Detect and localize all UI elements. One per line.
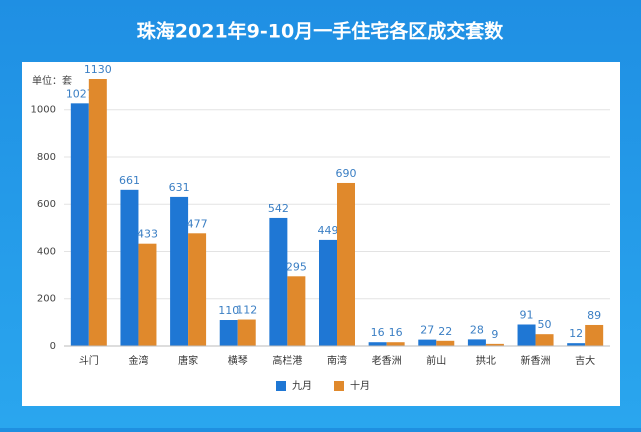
bar [120, 189, 139, 346]
data-label: 449 [318, 224, 339, 237]
data-label: 12 [569, 327, 583, 340]
x-tick-label: 老香洲 [372, 354, 402, 367]
bar [386, 342, 405, 346]
x-tick-label: 斗门 [79, 354, 99, 367]
data-label: 50 [538, 318, 552, 331]
data-label: 89 [587, 309, 601, 322]
legend-label: 九月 [292, 380, 312, 392]
x-tick-label: 高栏港 [272, 354, 302, 367]
bar [138, 243, 157, 346]
y-tick-label: 600 [37, 199, 56, 210]
data-label: 22 [438, 325, 452, 338]
bar [337, 182, 355, 346]
data-label: 16 [371, 326, 385, 339]
bar [287, 276, 306, 346]
bar [436, 340, 455, 346]
data-label: 110 [218, 304, 239, 317]
x-tick-label: 金湾 [128, 354, 148, 367]
x-tick-label: 横琴 [228, 354, 248, 367]
x-tick-label: 南湾 [327, 354, 347, 367]
x-tick-label: 拱北 [476, 354, 496, 367]
data-label: 661 [119, 174, 140, 187]
data-label: 27 [420, 324, 434, 337]
bar [188, 233, 207, 346]
y-tick-label: 400 [37, 246, 56, 257]
bar [585, 324, 604, 346]
bar [219, 320, 238, 346]
bar [70, 103, 89, 347]
y-tick-label: 0 [50, 341, 56, 352]
y-tick-label: 200 [37, 294, 56, 305]
data-label: 690 [336, 167, 357, 180]
data-label: 631 [169, 181, 190, 194]
bar [237, 319, 256, 346]
bar [467, 339, 486, 346]
bar [368, 342, 387, 346]
bar [567, 343, 586, 346]
x-tick-label: 新香洲 [521, 354, 551, 367]
data-label: 28 [470, 323, 484, 336]
bar [269, 217, 288, 346]
data-label: 542 [268, 202, 289, 215]
bar [418, 339, 437, 346]
data-label: 1130 [84, 63, 112, 76]
data-label: 477 [187, 217, 208, 230]
data-label: 295 [286, 260, 307, 273]
legend-label: 十月 [350, 379, 370, 392]
data-label: 1027 [66, 87, 94, 100]
data-label: 112 [236, 304, 257, 317]
bar [485, 343, 504, 346]
y-tick-label: 1000 [31, 105, 56, 116]
data-label: 16 [389, 326, 403, 339]
bar [535, 334, 554, 346]
data-label: 91 [520, 308, 534, 321]
x-tick-label: 吉大 [575, 354, 595, 367]
bar [88, 79, 107, 346]
legend-swatch [334, 381, 344, 391]
bar [170, 196, 189, 346]
chart-title: 珠海2021年9-10月一手住宅各区成交套数 [137, 20, 504, 43]
bar [517, 324, 536, 346]
bar [319, 239, 337, 346]
x-tick-label: 唐家 [178, 354, 198, 367]
unit-label: 单位：套 [32, 74, 72, 87]
legend-swatch [276, 381, 286, 391]
x-tick-label: 前山 [426, 354, 446, 367]
y-tick-label: 800 [37, 152, 56, 163]
data-label: 433 [137, 228, 158, 241]
data-label: 9 [491, 328, 498, 341]
